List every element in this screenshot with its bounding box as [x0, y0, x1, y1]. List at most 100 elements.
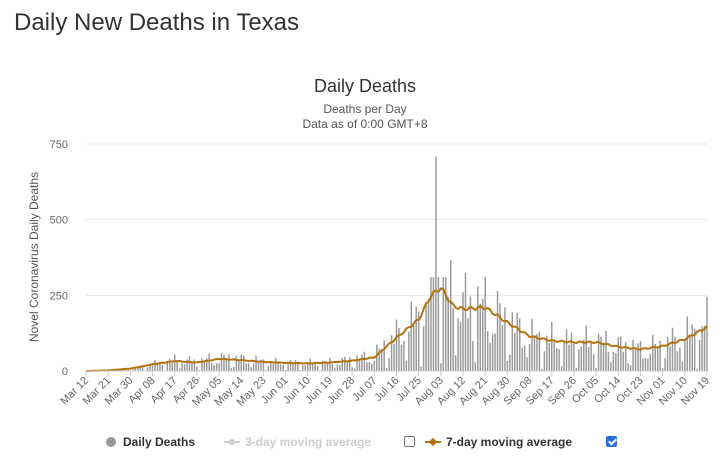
daily-deaths-bar [489, 342, 491, 371]
daily-deaths-bar [156, 363, 159, 371]
daily-deaths-bar [454, 355, 457, 371]
daily-deaths-bar [230, 368, 233, 371]
daily-deaths-bar [521, 347, 523, 371]
daily-deaths-bar [585, 325, 587, 371]
daily-deaths-bar [484, 277, 486, 371]
daily-deaths-bar [691, 324, 693, 371]
daily-deaths-bar [351, 367, 353, 371]
daily-deaths-bar [514, 332, 516, 371]
daily-deaths-bar [684, 338, 686, 371]
daily-deaths-bar [533, 336, 536, 371]
daily-deaths-bar [242, 355, 245, 371]
daily-deaths-bar [479, 303, 482, 371]
daily-deaths-bar [664, 357, 666, 371]
daily-deaths-bar [464, 272, 467, 371]
daily-deaths-bar [373, 360, 376, 371]
3day-average-checkbox[interactable] [404, 436, 415, 447]
daily-deaths-bar [449, 260, 452, 371]
legend-line-diamond-icon [425, 437, 441, 447]
daily-deaths-bar [307, 362, 309, 371]
daily-deaths-bar [257, 360, 260, 371]
daily-deaths-bar [169, 358, 171, 371]
daily-deaths-bar [233, 367, 235, 371]
daily-deaths-bar [284, 369, 287, 371]
daily-deaths-bar [610, 362, 612, 371]
daily-deaths-bar [482, 298, 484, 371]
daily-deaths-bar [410, 301, 413, 371]
daily-deaths-bar [494, 333, 496, 371]
daily-deaths-bar [188, 356, 191, 371]
daily-deaths-bar [447, 297, 449, 371]
daily-deaths-bar [196, 366, 198, 371]
daily-deaths-bar [376, 344, 378, 371]
daily-deaths-bar [309, 358, 311, 371]
daily-deaths-bar [546, 335, 548, 371]
daily-deaths-bar [413, 324, 415, 371]
daily-deaths-bar [316, 366, 319, 371]
daily-deaths-bar [469, 296, 472, 371]
daily-deaths-bar [442, 277, 445, 371]
daily-deaths-bar [304, 364, 307, 371]
daily-deaths-bar [250, 367, 252, 371]
daily-deaths-bar [669, 346, 671, 371]
daily-deaths-bar [408, 331, 410, 371]
daily-deaths-bar [198, 369, 201, 371]
7day-average-checkbox[interactable] [606, 436, 617, 447]
daily-deaths-bar [378, 348, 380, 371]
daily-deaths-bar [353, 368, 356, 371]
seven-day-average-path [85, 287, 708, 372]
daily-deaths-bar [395, 319, 398, 371]
chart-subtitle-2: Data as of 0:00 GMT+8 [302, 117, 427, 131]
daily-deaths-bar [698, 339, 701, 371]
daily-deaths-bar [563, 340, 565, 371]
daily-deaths-bar [499, 303, 501, 371]
daily-deaths-bar [417, 311, 420, 371]
daily-deaths-bar [361, 354, 363, 371]
daily-deaths-bar [592, 353, 595, 371]
daily-deaths-bar [459, 322, 462, 371]
daily-deaths-bar [445, 277, 447, 371]
daily-deaths-bar [289, 360, 292, 371]
daily-deaths-bar [491, 334, 494, 371]
daily-deaths-bar [440, 363, 442, 371]
daily-deaths-bar [642, 358, 644, 371]
daily-deaths-bar [329, 357, 331, 371]
daily-deaths-bar [701, 326, 703, 371]
daily-deaths-bar [627, 363, 629, 371]
daily-deaths-bar [541, 368, 543, 371]
daily-deaths-bar [137, 368, 139, 371]
daily-deaths-bar [245, 363, 247, 371]
daily-deaths-bar [193, 359, 196, 371]
daily-deaths-bar [183, 364, 186, 371]
daily-deaths-bar [166, 360, 169, 371]
daily-deaths-bar [151, 365, 154, 371]
daily-deaths-bar [644, 357, 647, 371]
legend-item-daily-deaths[interactable]: Daily Deaths [106, 432, 195, 452]
daily-deaths-bar [686, 316, 689, 371]
daily-deaths-bar [294, 360, 297, 371]
daily-deaths-bar [676, 351, 679, 371]
legend-item-7day-average[interactable]: 7-day moving average [425, 432, 572, 452]
daily-deaths-bar [637, 343, 639, 371]
daily-deaths-bar [403, 340, 405, 371]
daily-deaths-bar [452, 307, 454, 371]
daily-deaths-bar [297, 363, 299, 371]
daily-deaths-bar [139, 366, 141, 371]
daily-deaths-bar [511, 312, 514, 371]
daily-deaths-bar [262, 359, 265, 371]
legend-label-daily-deaths: Daily Deaths [123, 435, 196, 449]
daily-deaths-bar [555, 348, 558, 371]
daily-deaths-bar [314, 362, 316, 371]
daily-deaths-bar [178, 368, 181, 371]
daily-deaths-bar [132, 369, 134, 371]
daily-deaths-bar [583, 339, 585, 371]
daily-deaths-bar [321, 360, 324, 371]
daily-deaths-bar [474, 362, 477, 371]
daily-deaths-bar [275, 357, 277, 371]
daily-deaths-bar [477, 286, 479, 371]
legend-item-3day-average[interactable]: 3-day moving average [224, 432, 371, 452]
daily-deaths-bar [679, 347, 681, 371]
daily-deaths-bar [587, 347, 590, 371]
daily-deaths-bar [255, 355, 257, 371]
daily-deaths-bar [235, 356, 238, 371]
